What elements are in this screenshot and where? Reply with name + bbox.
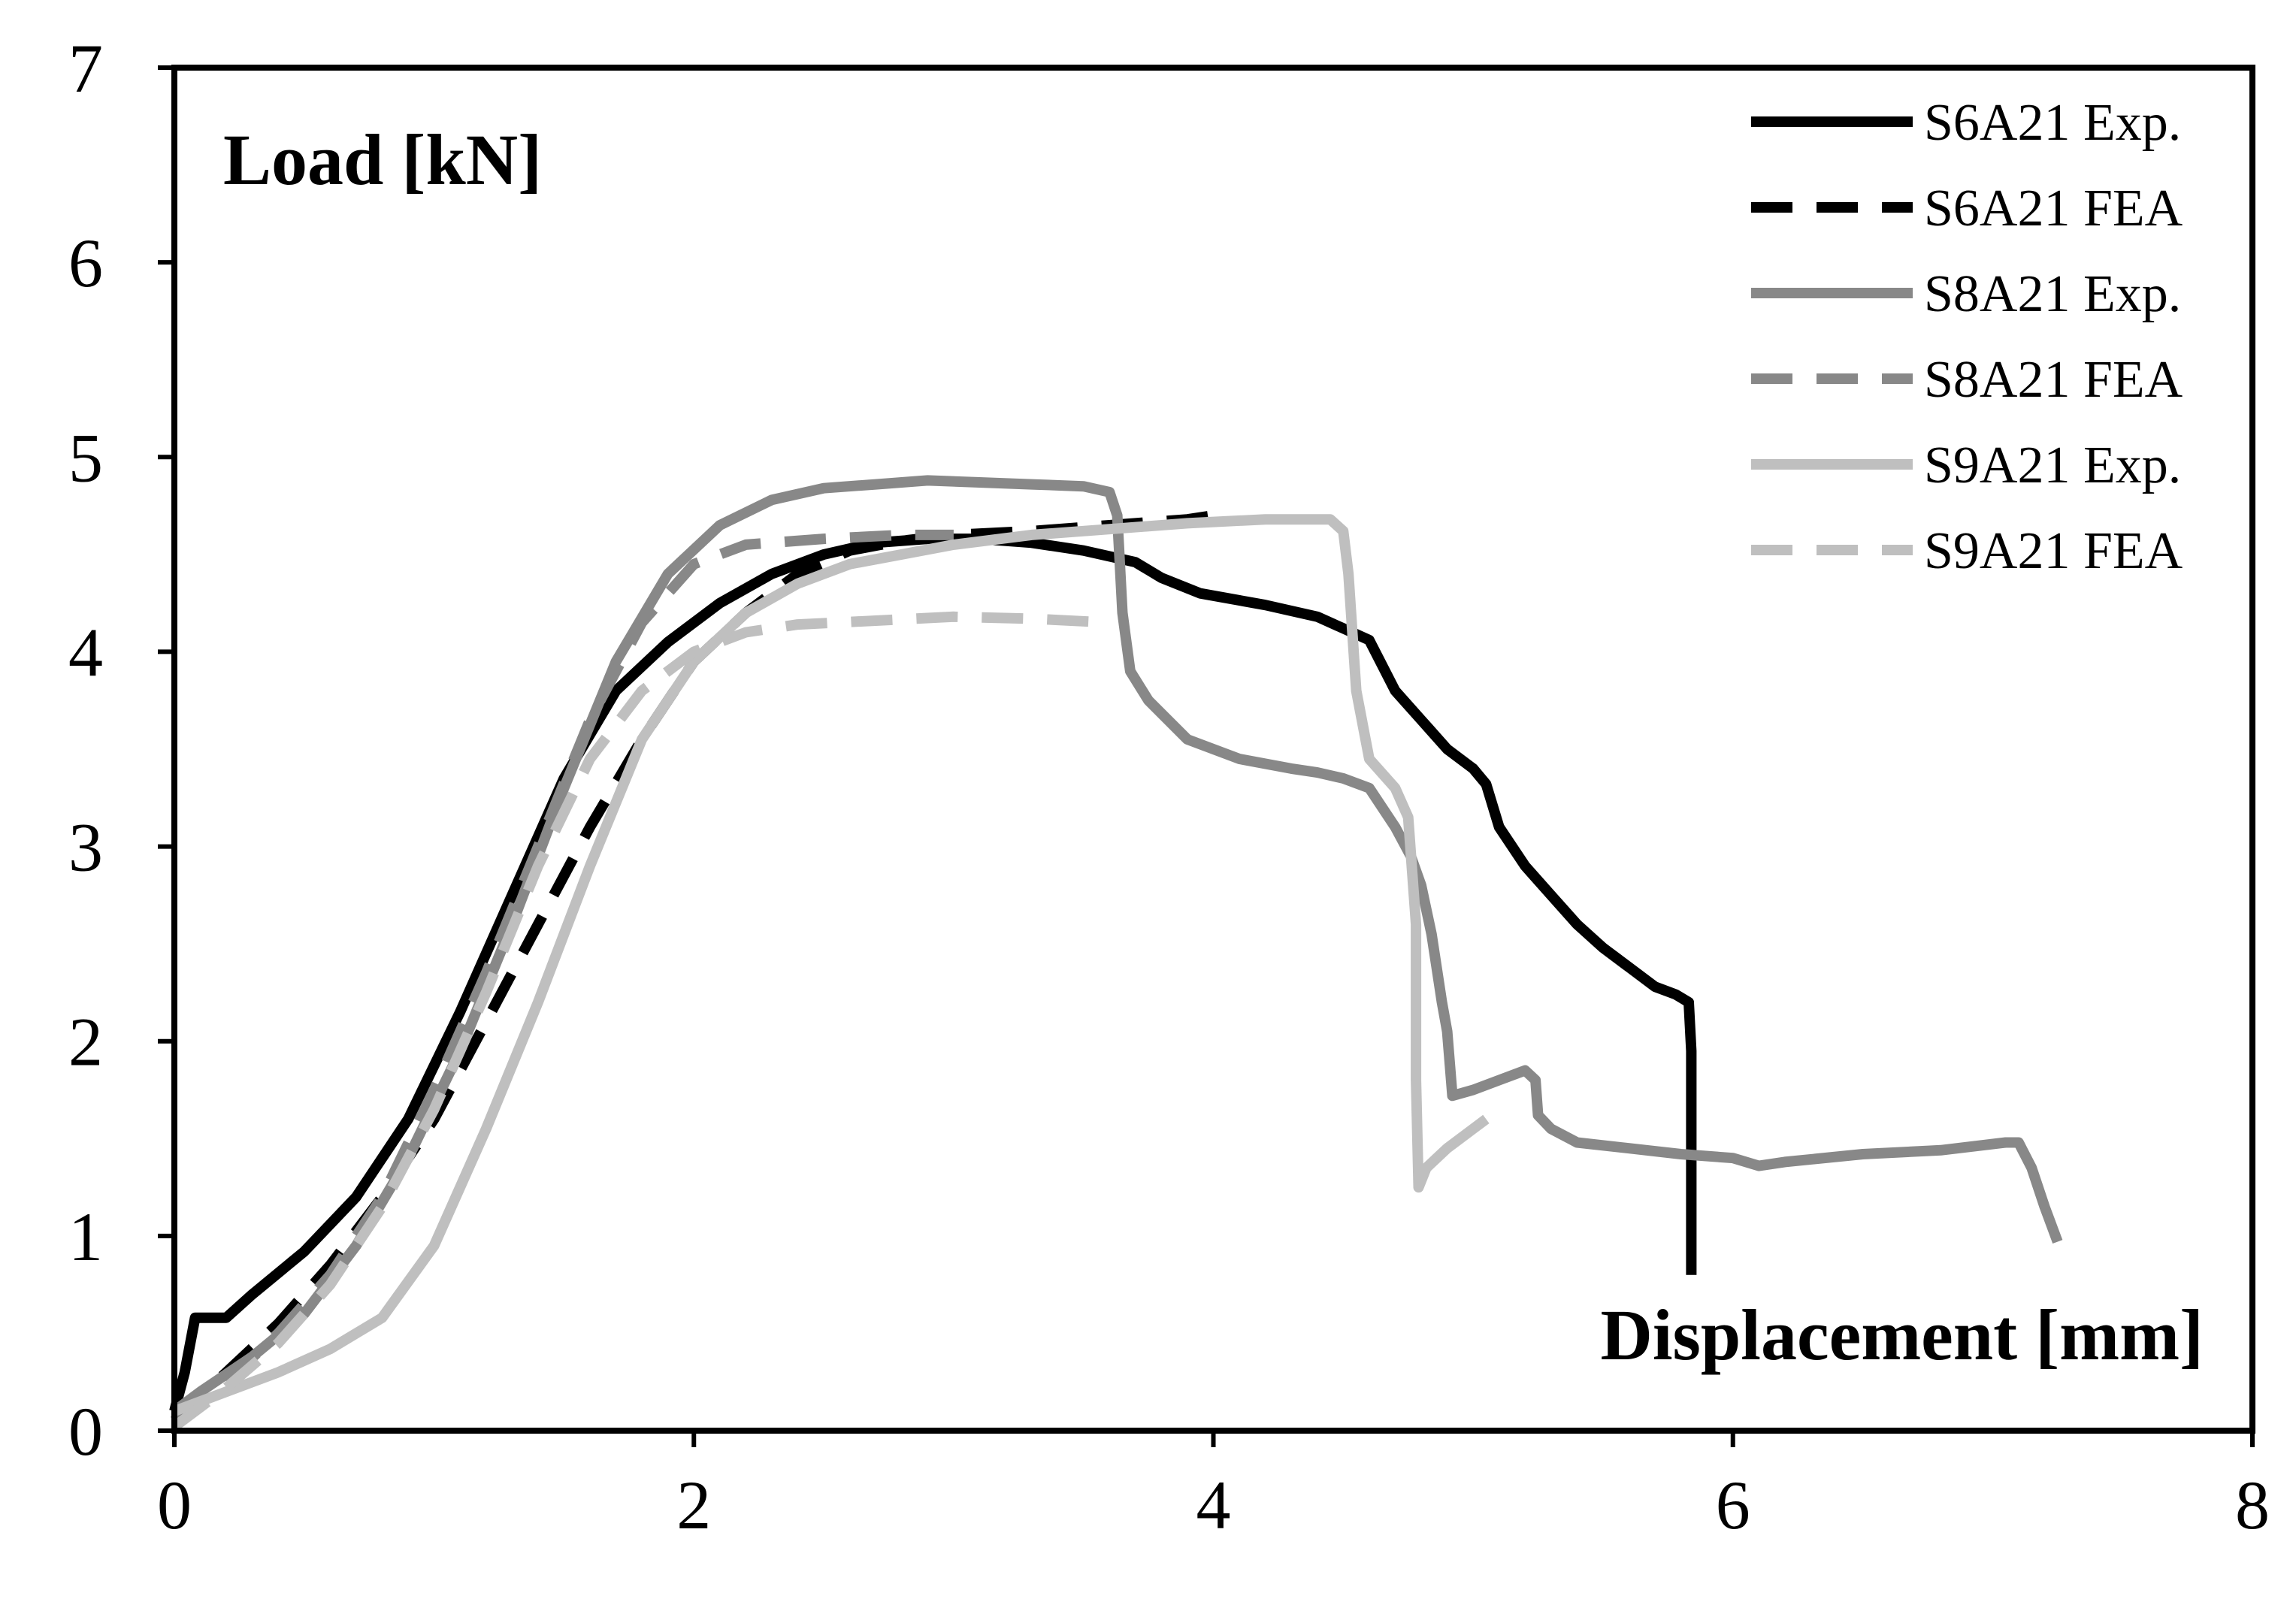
x-tick-label: 4 <box>1196 1467 1231 1543</box>
legend-label-s9a21-exp: S9A21 Exp. <box>1924 437 2181 494</box>
y-tick-label: 0 <box>68 1393 103 1470</box>
series-line-s6a21-exp <box>169 533 1697 1413</box>
y-tick-label: 3 <box>68 809 103 886</box>
axis-layer: 0 2 4 6 8 0 1 2 3 4 5 6 7 <box>68 30 2270 1543</box>
series-layer <box>169 475 2063 1431</box>
legend: S6A21 Exp. S6A21 FEA S8A21 Exp. S8A21 FEA S9… <box>1751 94 2183 580</box>
x-tick-label: 6 <box>1716 1467 1750 1543</box>
y-tick-label: 1 <box>68 1198 103 1275</box>
legend-label-s8a21-exp: S8A21 Exp. <box>1924 265 2181 323</box>
y-tick-label: 7 <box>68 30 103 107</box>
y-tick-label: 5 <box>68 419 103 496</box>
y-tick-label: 2 <box>68 1004 103 1081</box>
legend-label-s6a21-exp: S6A21 Exp. <box>1924 94 2181 152</box>
series-line-s9a21-exp <box>172 514 1490 1416</box>
legend-label-s6a21-fea: S6A21 FEA <box>1924 180 2183 237</box>
series-line-s8a21-exp <box>171 475 2063 1416</box>
x-tick-label: 8 <box>2235 1467 2270 1543</box>
x-tick-label: 0 <box>157 1467 192 1543</box>
legend-label-s9a21-fea: S9A21 FEA <box>1924 522 2183 580</box>
series-line-s8a21-fea <box>171 529 954 1425</box>
series-line-s9a21-fea <box>171 611 1110 1431</box>
y-axis-title: Load [kN] <box>223 119 542 200</box>
legend-label-s8a21-fea: S8A21 FEA <box>1924 351 2183 409</box>
x-axis-title: Displacement [mm] <box>1601 1295 2204 1375</box>
y-tick-label: 4 <box>68 614 103 691</box>
y-tick-label: 6 <box>68 225 103 301</box>
x-tick-label: 2 <box>676 1467 711 1543</box>
